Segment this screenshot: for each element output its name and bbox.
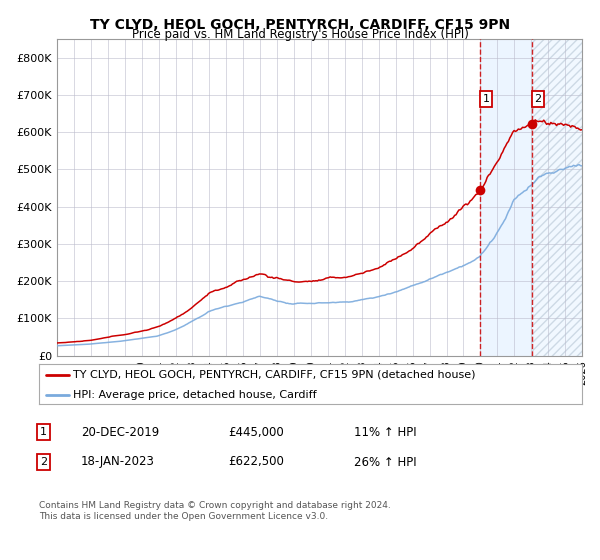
Bar: [532, 39, 582, 356]
Text: 2: 2: [40, 457, 47, 467]
Bar: [480, 39, 532, 356]
Text: TY CLYD, HEOL GOCH, PENTYRCH, CARDIFF, CF15 9PN (detached house): TY CLYD, HEOL GOCH, PENTYRCH, CARDIFF, C…: [73, 370, 475, 380]
Text: Contains HM Land Registry data © Crown copyright and database right 2024.
This d: Contains HM Land Registry data © Crown c…: [39, 501, 391, 521]
Text: Price paid vs. HM Land Registry's House Price Index (HPI): Price paid vs. HM Land Registry's House …: [131, 28, 469, 41]
Text: 11% ↑ HPI: 11% ↑ HPI: [354, 426, 416, 439]
Text: HPI: Average price, detached house, Cardiff: HPI: Average price, detached house, Card…: [73, 390, 316, 400]
Text: £445,000: £445,000: [228, 426, 284, 439]
Text: 26% ↑ HPI: 26% ↑ HPI: [354, 455, 416, 469]
Text: 1: 1: [482, 94, 490, 104]
Text: 2: 2: [535, 94, 542, 104]
Text: 20-DEC-2019: 20-DEC-2019: [81, 426, 159, 439]
Text: 1: 1: [40, 427, 47, 437]
Text: 18-JAN-2023: 18-JAN-2023: [81, 455, 155, 469]
Bar: [532, 39, 582, 356]
Text: TY CLYD, HEOL GOCH, PENTYRCH, CARDIFF, CF15 9PN: TY CLYD, HEOL GOCH, PENTYRCH, CARDIFF, C…: [90, 18, 510, 32]
Text: £622,500: £622,500: [228, 455, 284, 469]
